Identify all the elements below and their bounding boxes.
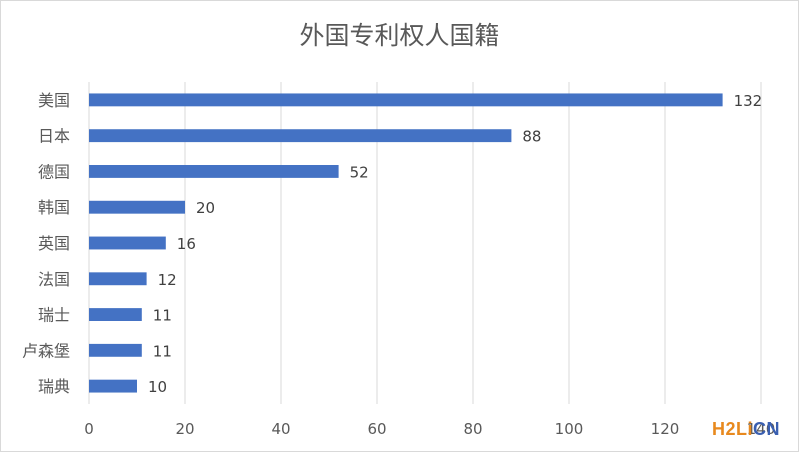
category-label: 美国	[38, 91, 70, 110]
data-label: 12	[158, 271, 177, 289]
chart-title: 外国专利权人国籍	[299, 21, 500, 50]
data-label: 10	[148, 378, 167, 396]
bar	[89, 165, 339, 178]
bar	[89, 272, 147, 286]
x-tick-label: 0	[84, 420, 94, 438]
bar	[89, 93, 723, 107]
data-label: 52	[350, 163, 369, 181]
category-label: 瑞典	[38, 377, 70, 396]
x-tick-label: 40	[271, 420, 290, 438]
category-label: 卢森堡	[22, 341, 70, 360]
category-label: 韩国	[38, 198, 70, 217]
bar	[89, 379, 137, 393]
x-tick-label: 100	[555, 420, 584, 438]
bar	[89, 308, 142, 321]
category-label: 德国	[38, 162, 70, 181]
x-tick-label: 120	[651, 420, 680, 438]
bar	[89, 200, 185, 214]
data-label: 11	[153, 307, 172, 325]
bar	[89, 343, 142, 357]
data-label: 132	[734, 92, 763, 110]
category-label: 日本	[38, 127, 70, 146]
bar	[89, 129, 512, 143]
data-label: 20	[196, 199, 215, 217]
category-label: 瑞士	[38, 306, 70, 325]
x-tick-label: 20	[175, 420, 194, 438]
watermark-logo: H2LiCN	[712, 419, 781, 439]
x-tick-label: 140	[747, 420, 776, 438]
x-tick-label: 80	[463, 420, 482, 438]
data-label: 88	[522, 128, 541, 146]
data-label: 11	[153, 342, 172, 360]
category-label: 英国	[38, 234, 70, 253]
category-label: 法国	[38, 270, 70, 289]
data-label: 16	[177, 235, 196, 253]
x-tick-label: 60	[367, 420, 386, 438]
bar	[89, 236, 166, 250]
